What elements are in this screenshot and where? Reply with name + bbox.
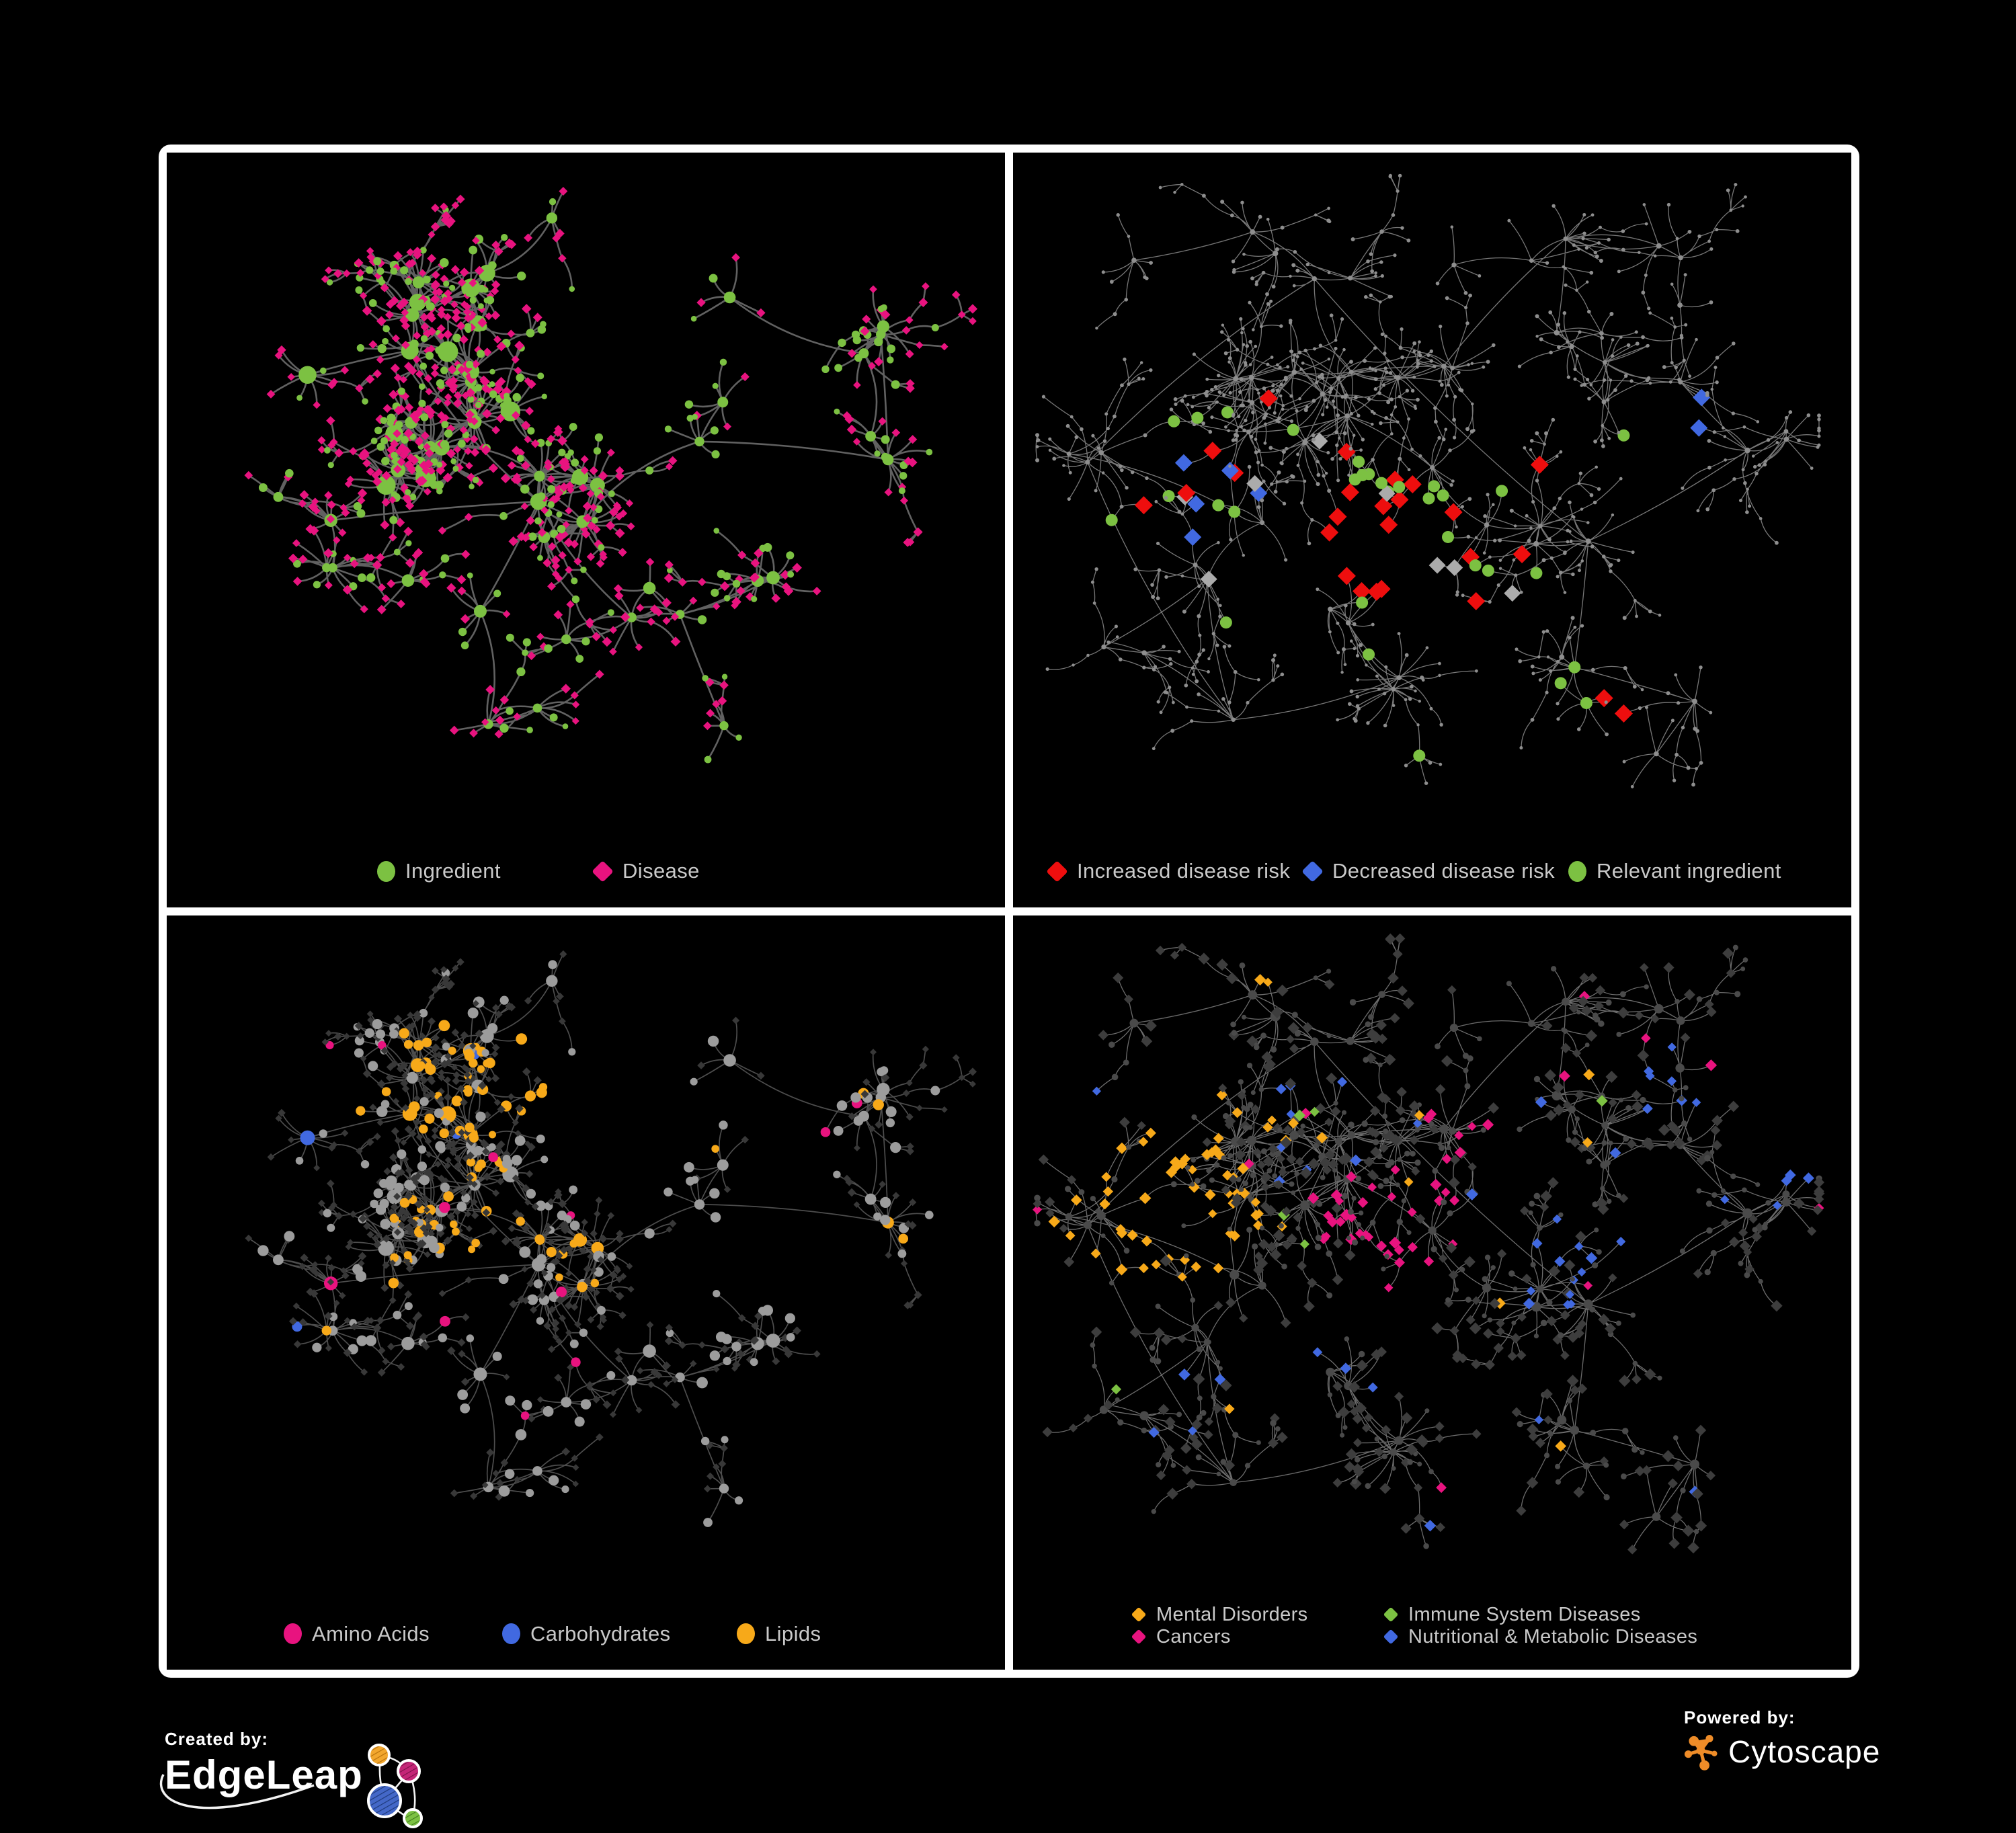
network-edges bbox=[1035, 938, 1820, 1550]
panel-ingredient-disease: Ingredient Disease bbox=[167, 153, 1005, 907]
network-nodes bbox=[244, 187, 978, 764]
edgeleap-wordmark: EdgeLeap bbox=[165, 1752, 363, 1797]
network-edges bbox=[1035, 175, 1820, 787]
edgeleap-swoosh-icon bbox=[159, 1774, 315, 1809]
cytoscape-wordmark: Cytoscape bbox=[1728, 1734, 1881, 1769]
panels-grid: Ingredient Disease Increased disease risk… bbox=[159, 145, 1859, 1678]
ingredient-categories-network-graph bbox=[245, 950, 977, 1527]
powered-by-label: Powered by: bbox=[1684, 1707, 1796, 1727]
powered-by-block: Powered by: Cytoscape bbox=[1684, 1707, 1880, 1771]
edgeleap-logo-icon bbox=[366, 1744, 423, 1828]
disease-risk-network-graph bbox=[1035, 173, 1821, 788]
panel-disease-categories: Mental Disorders Immune System Diseases Ca… bbox=[1013, 915, 1851, 1670]
network-nodes bbox=[1035, 173, 1821, 788]
panel-disease-risk: Increased disease risk Decreased disease … bbox=[1013, 153, 1851, 907]
created-by-label: Created by: bbox=[165, 1729, 269, 1749]
disease-categories-network-graph bbox=[1033, 933, 1825, 1555]
cytoscape-logo-icon bbox=[1684, 1735, 1718, 1770]
created-by-block: Created by: EdgeLeap bbox=[159, 1729, 447, 1828]
ingredient-disease-network-graph bbox=[244, 187, 978, 764]
panel-ingredient-categories: Amino Acids Carbohydrates Lipids bbox=[167, 915, 1005, 1670]
